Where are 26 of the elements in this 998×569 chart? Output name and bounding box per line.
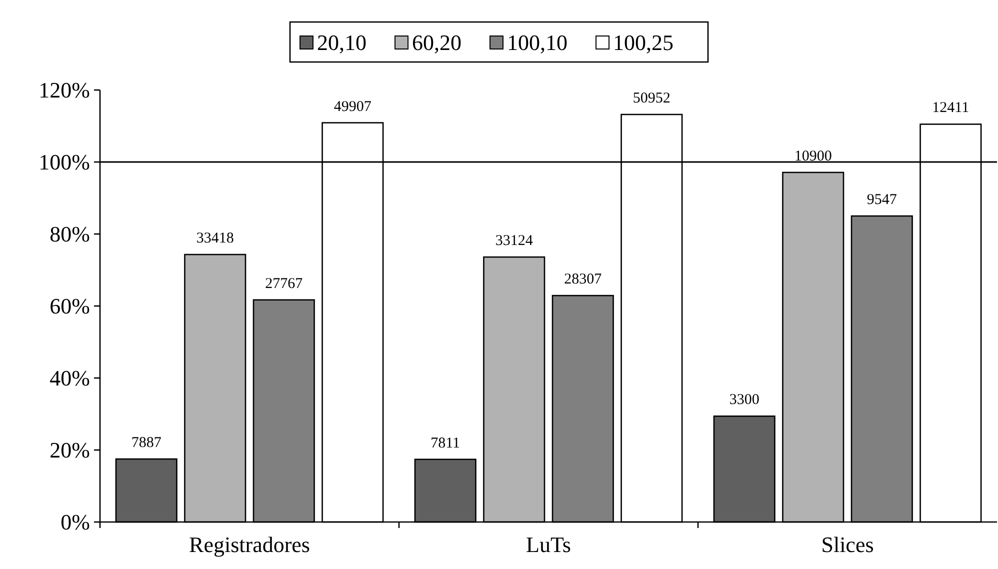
annotation: 9547	[866, 192, 898, 208]
annotation: 10900	[794, 148, 832, 164]
y-tick-label: 60%	[50, 294, 90, 319]
y-tick-label: 80%	[50, 222, 90, 247]
y-tick-label: 40%	[50, 366, 90, 391]
annotation: 33418	[196, 230, 234, 247]
legend-label: 60,20	[412, 30, 462, 55]
annotation: 27767	[265, 276, 304, 292]
legend-label: 20,10	[317, 30, 366, 55]
legend-label: 100,25	[613, 30, 674, 55]
annotation: 7887	[131, 435, 162, 451]
x-tick-label: Slices	[821, 532, 874, 557]
annotation: 28307	[564, 272, 602, 288]
y-tick-label: 0%	[60, 510, 90, 535]
y-tick-label: 100%	[38, 150, 90, 175]
annotation: 33124	[495, 233, 534, 250]
annotation: 3300	[729, 392, 760, 408]
annotation: 7811	[430, 435, 460, 452]
y-tick-label: 120%	[38, 78, 90, 103]
legend-label: 100,10	[507, 30, 568, 55]
y-tick-label: 20%	[50, 438, 90, 463]
x-tick-label: LuTs	[526, 532, 571, 557]
annotation: 12411	[932, 100, 970, 116]
annotation: 49907	[334, 98, 372, 115]
annotation: 50952	[632, 90, 670, 106]
x-tick-label: Registradores	[189, 532, 310, 557]
